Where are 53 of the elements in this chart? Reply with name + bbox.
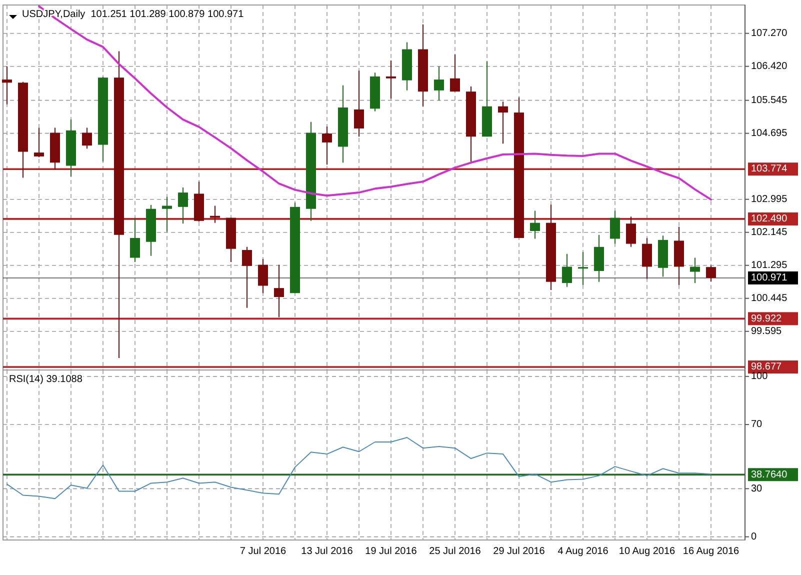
candlestick: [386, 60, 396, 100]
y-tick-label: 102.995: [751, 194, 788, 205]
x-tick-label: 29 Jul 2016: [493, 546, 546, 557]
y-tick-label: 102.145: [751, 226, 788, 238]
candlestick: [2, 66, 12, 105]
y-tick-label: 106.420: [751, 60, 788, 72]
candlestick: [274, 264, 284, 318]
candlestick: [34, 127, 44, 158]
y-tick-label: 100.445: [751, 293, 788, 304]
y-tick-label: 30: [751, 483, 763, 494]
ref-line-label: 38.7640: [751, 469, 788, 480]
ref-line-label: 103.774: [751, 164, 788, 175]
candlestick: [162, 196, 172, 232]
candlestick: [354, 70, 364, 138]
candlestick: [434, 66, 444, 102]
y-tick-label: 107.270: [751, 28, 788, 39]
candlestick: [578, 251, 588, 286]
candlestick: [642, 237, 652, 280]
x-tick-label: 10 Aug 2016: [618, 546, 676, 557]
x-tick-label: 4 Aug 2016: [558, 546, 609, 557]
y-tick-label: 99.595: [751, 326, 782, 338]
y-tick-label: 0: [751, 531, 757, 542]
y-tick-label: 104.695: [751, 128, 788, 139]
ref-line-label: 98.677: [751, 362, 782, 373]
x-tick-label: 13 Jul 2016: [301, 546, 354, 557]
x-tick-label: 19 Jul 2016: [365, 546, 418, 557]
chart-title: RSI(14) 39.1088: [9, 374, 83, 385]
candlestick: [210, 205, 220, 224]
candlestick: [178, 187, 188, 224]
line-series: [6, 437, 712, 500]
candlestick: [498, 101, 508, 144]
x-tick-label: 16 Aug 2016: [682, 546, 740, 557]
x-tick-label: 7 Jul 2016: [240, 546, 287, 557]
candlestick: [706, 265, 716, 282]
candlestick: [322, 126, 332, 166]
candlestick: [626, 216, 636, 248]
candlestick: [242, 246, 252, 308]
y-tick-label: 70: [751, 419, 763, 430]
ref-line-label: 100.971: [751, 272, 788, 284]
candlestick: [450, 54, 460, 92]
candlestick: [258, 258, 268, 294]
y-tick-label: 105.545: [751, 94, 788, 106]
candlestick: [530, 210, 540, 240]
y-tick-label: 100: [751, 371, 768, 382]
candlestick: [82, 127, 92, 150]
candlestick: [562, 253, 572, 288]
candlestick: [130, 217, 140, 263]
ref-line-label: 102.490: [751, 214, 788, 225]
x-tick-label: 25 Jul 2016: [429, 546, 482, 557]
candlestick: [610, 210, 620, 244]
ref-line-label: 99.922: [751, 313, 782, 324]
y-tick-label: 101.295: [751, 260, 788, 271]
candlestick: [690, 257, 700, 284]
